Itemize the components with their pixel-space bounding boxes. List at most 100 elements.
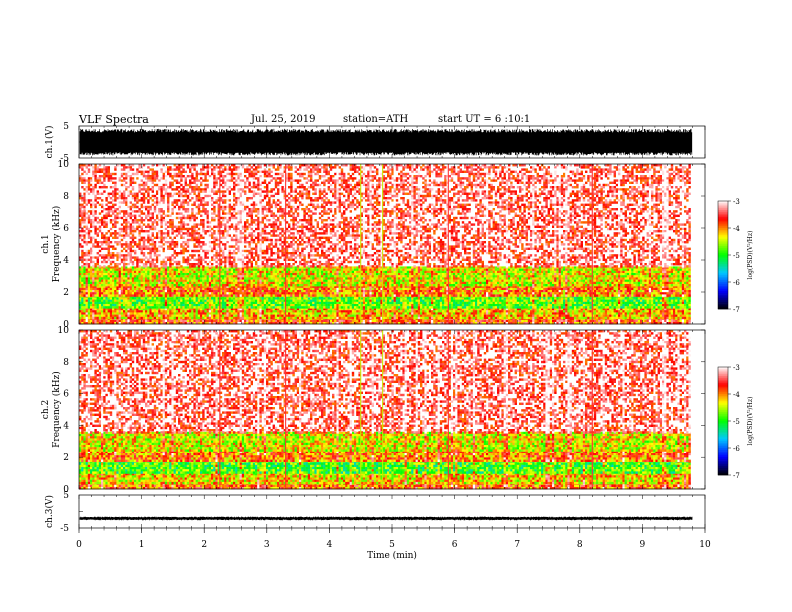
spectrogram-cell	[548, 312, 550, 314]
spectrogram-cell	[647, 320, 649, 322]
spectrogram-cell	[336, 320, 338, 322]
spectrogram-cell	[187, 320, 189, 322]
spectrogram-cell	[132, 315, 134, 317]
spectrogram-cell	[156, 320, 158, 322]
spectrogram-cell	[182, 312, 184, 314]
spectrogram-cell	[583, 310, 585, 312]
spectrogram-cell	[537, 312, 539, 314]
spectrogram-cell	[110, 315, 112, 317]
spectrogram-cell	[405, 320, 407, 322]
spectrogram-cell	[334, 312, 336, 314]
spectrogram-cell	[521, 312, 523, 314]
spectrogram-cell	[508, 320, 510, 322]
spectrogram-cell	[121, 312, 123, 314]
spectrogram-cell	[631, 312, 633, 314]
spectrogram-cell	[605, 310, 607, 312]
spectrogram-cell	[323, 315, 325, 317]
spectrogram-cell	[374, 320, 376, 322]
spectrogram-cell	[664, 320, 666, 322]
spectrogram-cell	[620, 310, 622, 312]
spectrogram-cell	[537, 310, 539, 312]
spectrogram-cell	[158, 320, 160, 322]
spectrogram-cell	[169, 315, 171, 317]
spectrogram-cell	[152, 310, 154, 312]
spectrogram-cell	[268, 312, 270, 314]
spectrogram-cell	[631, 310, 633, 312]
spectrogram-cell	[629, 310, 631, 312]
spectrogram-cell	[444, 310, 446, 312]
spectrogram-cell	[240, 315, 242, 317]
spectrogram-cell	[440, 312, 442, 314]
spectrogram-cell	[152, 312, 154, 314]
spectrogram-cell	[398, 312, 400, 314]
spectrogram-cell	[460, 312, 462, 314]
spectrogram-cell	[484, 310, 486, 312]
spectrogram-cell	[473, 310, 475, 312]
spectrogram-cell	[253, 310, 255, 312]
spectrogram-cell	[600, 310, 602, 312]
spectrogram-cell	[127, 310, 129, 312]
spectrogram-cell	[581, 310, 583, 312]
spectrogram-cell	[224, 315, 226, 317]
spectrogram-cell	[226, 312, 228, 314]
spectrogram-cell	[429, 320, 431, 322]
spectrogram-cell	[627, 310, 629, 312]
spectrogram-cell	[662, 310, 664, 312]
spectrogram-cell	[174, 320, 176, 322]
spectrogram-cell	[163, 320, 165, 322]
spectrogram-cell	[259, 310, 261, 312]
spectrogram-cell	[600, 320, 602, 322]
spectrogram-cell	[376, 310, 378, 312]
spectrogram-cell	[134, 312, 136, 314]
spectrogram-cell	[86, 312, 88, 314]
spectrogram-cell	[90, 310, 92, 312]
spectrogram-cell	[143, 320, 145, 322]
spectrogram-cell	[629, 312, 631, 314]
spectrogram-cell	[682, 310, 684, 312]
spectrogram-cell	[275, 310, 277, 312]
spectrogram-cell	[407, 320, 409, 322]
spectrogram-cell	[160, 312, 162, 314]
spectrogram-cell	[523, 312, 525, 314]
spectrogram-cell	[638, 320, 640, 322]
spectrogram-cell	[534, 320, 536, 322]
spectrogram-cell	[409, 320, 411, 322]
spectrogram-cell	[675, 312, 677, 314]
spectrogram-cell	[585, 320, 587, 322]
spectrogram-cell	[468, 320, 470, 322]
spectrogram-cell	[493, 312, 495, 314]
spectrogram-cell	[200, 320, 202, 322]
spectrogram-cell	[374, 310, 376, 312]
spectrogram-cell	[325, 310, 327, 312]
spectrogram-cell	[279, 310, 281, 312]
spectrogram-cell	[341, 310, 343, 312]
spectrogram-cell	[193, 320, 195, 322]
spectrogram-cell	[543, 310, 545, 312]
spectrogram-cell	[600, 312, 602, 314]
spectrogram-cell	[394, 312, 396, 314]
spectrogram-cell	[310, 315, 312, 317]
spectrogram-cell	[79, 320, 81, 322]
spectrogram-cell	[103, 310, 105, 312]
spectrogram-cell	[105, 312, 107, 314]
spectrogram-cell	[512, 310, 514, 312]
spectrogram-cell	[572, 312, 574, 314]
spectrogram-cell	[625, 312, 627, 314]
spectrogram-cell	[312, 320, 314, 322]
spectrogram-cell	[176, 315, 178, 317]
spectrogram-cell	[222, 315, 224, 317]
spectrogram-cell	[466, 310, 468, 312]
spectrogram-cell	[545, 312, 547, 314]
spectrogram-cell	[202, 315, 204, 317]
spectrogram-cell	[125, 310, 127, 312]
spectrogram-cell	[570, 310, 572, 312]
spectrogram-cell	[627, 320, 629, 322]
spectrogram-cell	[684, 312, 686, 314]
spectrogram-cell	[103, 312, 105, 314]
spectrogram-cell	[345, 310, 347, 312]
spectrogram-cell	[193, 315, 195, 317]
spectrogram-cell	[130, 310, 132, 312]
spectrogram-cell	[603, 320, 605, 322]
spectrogram-cell	[134, 310, 136, 312]
spectrogram-cell	[332, 310, 334, 312]
